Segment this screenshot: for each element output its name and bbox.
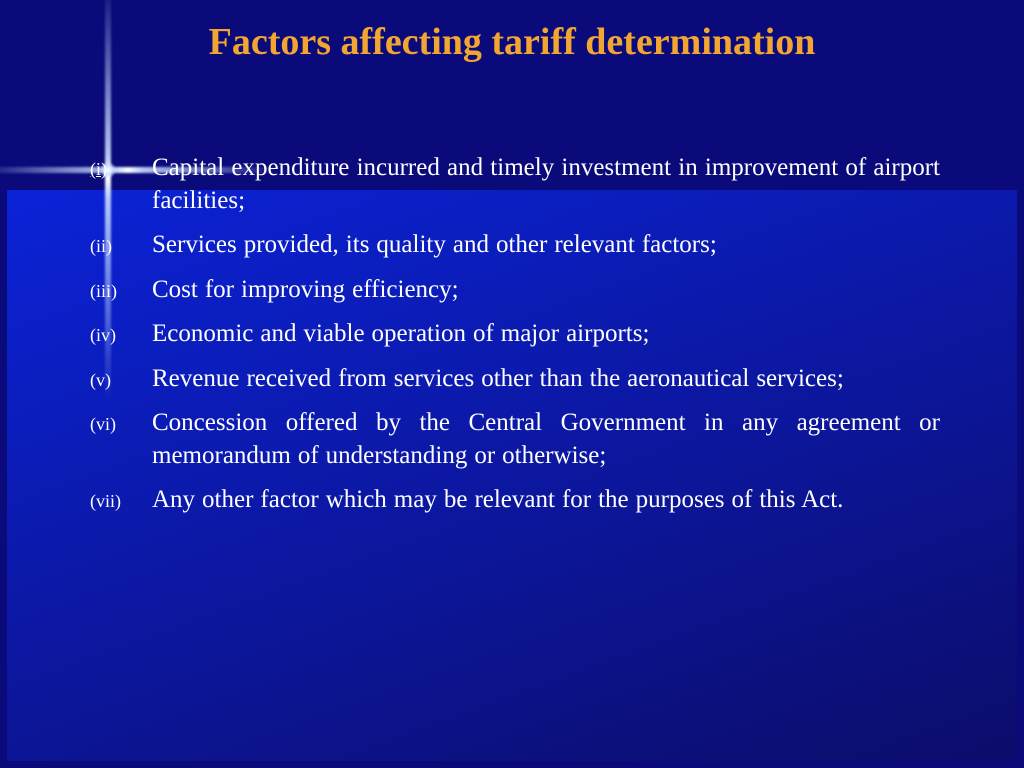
item-text: Cost for improving efficiency; <box>152 274 940 307</box>
item-numeral: (v) <box>90 370 152 391</box>
item-text: Revenue received from services other tha… <box>152 363 940 396</box>
list-item: (v)Revenue received from services other … <box>90 363 940 396</box>
list-item: (i)Capital expenditure incurred and time… <box>90 152 940 217</box>
item-numeral: (vi) <box>90 414 152 435</box>
list-item: (iii)Cost for improving efficiency; <box>90 274 940 307</box>
item-numeral: (vii) <box>90 491 152 512</box>
item-numeral: (i) <box>90 159 152 180</box>
item-text: Any other factor which may be relevant f… <box>152 484 940 517</box>
list-item: (vii)Any other factor which may be relev… <box>90 484 940 517</box>
slide: Factors affecting tariff determination (… <box>0 0 1024 768</box>
item-text: Services provided, its quality and other… <box>152 229 940 262</box>
item-numeral: (iii) <box>90 281 152 302</box>
item-text: Capital expenditure incurred and timely … <box>152 152 940 217</box>
item-numeral: (ii) <box>90 236 152 257</box>
item-numeral: (iv) <box>90 325 152 346</box>
list-item: (vi)Concession offered by the Central Go… <box>90 407 940 472</box>
item-text: Economic and viable operation of major a… <box>152 318 940 351</box>
factor-list: (i)Capital expenditure incurred and time… <box>90 152 940 529</box>
item-text: Concession offered by the Central Govern… <box>152 407 940 472</box>
list-item: (ii)Services provided, its quality and o… <box>90 229 940 262</box>
slide-title: Factors affecting tariff determination <box>0 20 1024 66</box>
list-item: (iv)Economic and viable operation of maj… <box>90 318 940 351</box>
